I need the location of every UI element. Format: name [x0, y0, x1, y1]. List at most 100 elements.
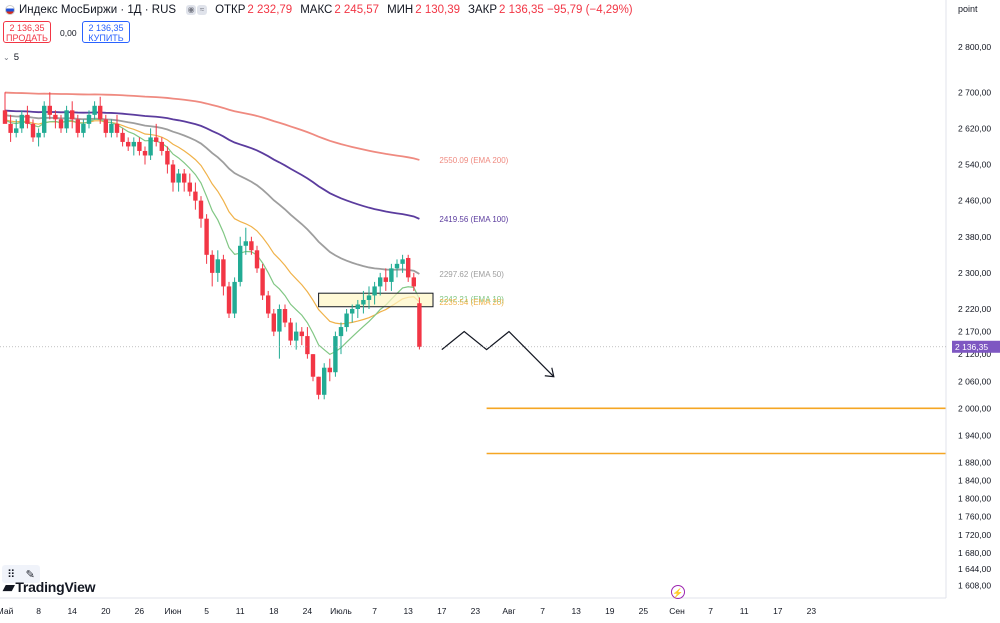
- ema-200-line: [4, 91, 420, 161]
- candle-body: [299, 331, 304, 337]
- x-tick-label: 14: [67, 606, 77, 616]
- candle-body: [193, 191, 198, 201]
- y-tick-label: 1 760,00: [958, 512, 991, 522]
- low-label: МИН: [387, 4, 414, 16]
- candle-body: [98, 105, 103, 120]
- candles: [2, 92, 422, 400]
- unit-label[interactable]: point: [958, 4, 978, 14]
- ema-10-line: [4, 118, 420, 356]
- y-axis-panel: [946, 0, 1000, 623]
- x-tick-label: 23: [807, 606, 817, 616]
- candle-body: [165, 150, 170, 165]
- indicator-toggle[interactable]: ◉ ≈: [186, 5, 208, 15]
- candle-body: [86, 114, 92, 124]
- candle-body: [378, 277, 383, 287]
- horizontal-levels[interactable]: 2 000,001 900,00: [486, 401, 997, 460]
- candle-body: [355, 304, 360, 309]
- candle-body: [288, 322, 293, 341]
- candle-body: [271, 313, 276, 332]
- candle-body: [338, 327, 344, 337]
- x-tick-label: Авг: [502, 606, 515, 616]
- lightning-icon[interactable]: ⚡: [671, 585, 685, 599]
- candle-body: [53, 114, 58, 120]
- chart-header: Индекс МосБиржи · 1Д · RUS ◉ ≈ ОТКР 2 232,…: [0, 0, 633, 20]
- x-tick-label: Май: [0, 606, 14, 616]
- x-axis[interactable]: Май 8 14 20 26 Июн 5 11 18 24 Июль 7 13 17 23 Авг 7 13 19 2…: [0, 597, 946, 616]
- candle-body: [64, 110, 69, 129]
- sell-button[interactable]: 2 136,35 ПРОДАТЬ: [3, 21, 51, 43]
- x-tick-label: 17: [437, 606, 447, 616]
- y-tick-label: 2 060,00: [958, 376, 991, 386]
- sell-price: 2 136,35: [9, 23, 45, 33]
- candle-body: [389, 268, 394, 282]
- tradingview-logo: ▰TradingView: [3, 578, 96, 596]
- candle-body: [170, 164, 176, 183]
- y-tick-label: 1 720,00: [958, 530, 991, 540]
- ema-settings[interactable]: ⌄ 5: [3, 52, 19, 63]
- y-tick-label: 1 880,00: [958, 458, 991, 468]
- eye-icon: ◉: [186, 5, 197, 15]
- close-label: ЗАКР: [468, 4, 497, 16]
- x-tick-label: 23: [471, 606, 481, 616]
- candle-body: [327, 367, 332, 373]
- ema-label: 2550.09 (EMA 200): [439, 156, 508, 165]
- drawing-toolbar[interactable]: ⠿ ✎: [2, 565, 40, 583]
- ema-label: 2235.54 (EMA 20): [439, 298, 504, 307]
- candle-body: [126, 141, 131, 147]
- x-tick-label: Июн: [164, 606, 181, 616]
- y-tick-label: 2 540,00: [958, 160, 991, 170]
- candle-body: [58, 119, 64, 129]
- forecast-path[interactable]: [441, 330, 555, 378]
- ema-label: 2419.56 (EMA 100): [439, 215, 508, 224]
- chevron-down-icon: ⌄: [3, 53, 10, 62]
- y-tick-label: 2 800,00: [958, 42, 991, 52]
- ema-period-value: 5: [13, 52, 19, 63]
- candle-body: [159, 141, 164, 151]
- candle-body: [294, 331, 299, 341]
- candle-body: [366, 295, 372, 300]
- x-tick-label: 7: [372, 606, 377, 616]
- candle-body: [109, 123, 114, 133]
- candle-body: [282, 309, 288, 323]
- open-value: 2 232,79: [247, 4, 293, 16]
- ema-50-line: [4, 114, 420, 275]
- candle-body: [372, 286, 377, 296]
- y-tick-label: 2 170,00: [958, 327, 991, 337]
- candle-body: [103, 119, 108, 133]
- x-tick-label: 24: [303, 606, 313, 616]
- candle-body: [406, 257, 411, 278]
- candle-body: [383, 277, 388, 282]
- candle-body: [305, 336, 310, 355]
- x-tick-label: 13: [571, 606, 581, 616]
- candle-body: [254, 250, 260, 269]
- candle-body: [154, 137, 159, 142]
- candle-body: [137, 141, 142, 151]
- russia-flag-icon: [5, 5, 15, 15]
- candle-body: [221, 259, 226, 287]
- pencil-icon: ✎: [25, 568, 35, 581]
- buy-label: КУПИТЬ: [88, 33, 124, 43]
- candle-body: [310, 354, 316, 377]
- y-tick-label: 2 380,00: [958, 232, 991, 242]
- candle-body: [42, 105, 47, 133]
- candle-body: [277, 309, 282, 332]
- y-tick-label: 2 460,00: [958, 196, 991, 206]
- y-tick-label: 2 000,00: [958, 403, 991, 413]
- candle-body: [176, 173, 181, 183]
- candle-body: [25, 114, 30, 124]
- x-tick-label: 5: [204, 606, 209, 616]
- buy-button[interactable]: 2 136,35 КУПИТЬ: [82, 21, 130, 43]
- spread-value: 0,00: [60, 28, 77, 38]
- candle-body: [30, 123, 36, 138]
- candle-body: [333, 336, 338, 373]
- ema-label: 2242.21 (EMA 10): [439, 295, 504, 304]
- candle-body: [36, 132, 41, 138]
- forecast-arrow[interactable]: [441, 330, 555, 378]
- symbol-title[interactable]: Индекс МосБиржи · 1Д · RUS: [19, 4, 177, 16]
- candle-body: [131, 141, 136, 147]
- candle-body: [47, 105, 52, 115]
- x-tick-label: 26: [135, 606, 145, 616]
- y-tick-label: 1 840,00: [958, 476, 991, 486]
